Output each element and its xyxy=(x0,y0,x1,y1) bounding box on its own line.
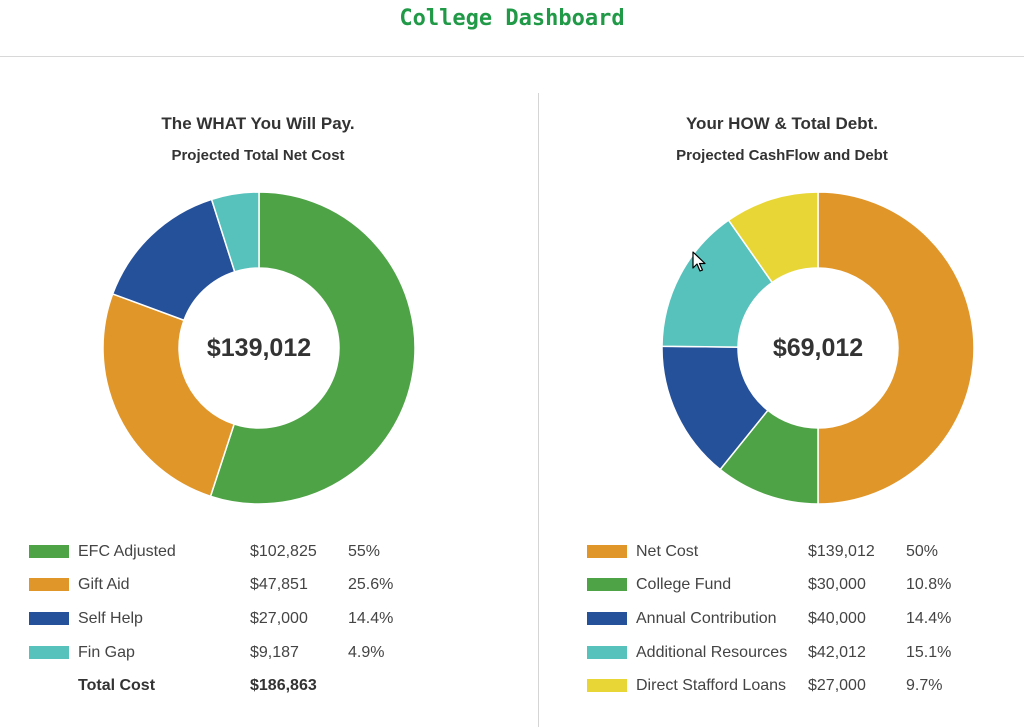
legend-amount: $102,825 xyxy=(250,543,317,560)
donut-slice-gift-aid[interactable] xyxy=(102,292,236,498)
legend-label: EFC Adjusted xyxy=(78,543,176,560)
legend-label: Annual Contribution xyxy=(636,610,777,627)
legend-label: Gift Aid xyxy=(78,576,130,593)
legend-percent: 4.9% xyxy=(348,644,385,661)
legend-swatch xyxy=(29,545,69,558)
legend-percent: 14.4% xyxy=(906,610,952,627)
legend-item-direct-stafford-loans[interactable]: Direct Stafford Loans $27,000 9.7% xyxy=(540,674,1024,698)
legend-percent: 9.7% xyxy=(906,677,943,694)
cashflow-panel: Your HOW & Total Debt. Projected CashFlo… xyxy=(540,0,1024,727)
legend-swatch xyxy=(29,612,69,625)
legend-item-additional-resources[interactable]: Additional Resources $42,012 15.1% xyxy=(540,641,1024,665)
donut-slice-efc-adjusted[interactable] xyxy=(209,191,416,505)
total-cost-amount: $186,863 xyxy=(250,677,317,694)
legend-label: Fin Gap xyxy=(78,644,135,661)
net-cost-subtitle: Projected Total Net Cost xyxy=(171,147,345,164)
net-cost-donut-chart[interactable]: $139,012 xyxy=(101,190,417,506)
legend-label: Self Help xyxy=(78,610,143,627)
legend-label: College Fund xyxy=(636,576,732,593)
cashflow-subtitle: Projected CashFlow and Debt xyxy=(676,147,888,164)
legend-swatch xyxy=(587,578,627,591)
legend-item-net-cost[interactable]: Net Cost $139,012 50% xyxy=(540,540,1024,564)
legend-percent: 10.8% xyxy=(906,576,952,593)
legend-item-annual-contribution[interactable]: Annual Contribution $40,000 14.4% xyxy=(540,607,1024,631)
legend-percent: 15.1% xyxy=(906,644,952,661)
page-header: College Dashboard xyxy=(0,0,1024,57)
legend-label: Additional Resources xyxy=(636,644,788,661)
legend-swatch xyxy=(587,545,627,558)
legend-percent: 25.6% xyxy=(348,576,394,593)
total-cost-row: Total Cost $186,863 xyxy=(0,674,516,698)
legend-swatch xyxy=(587,679,627,692)
donut-slice-net-cost[interactable] xyxy=(817,191,975,505)
cashflow-donut-chart[interactable]: $69,012 xyxy=(660,190,976,506)
legend-item-self-help[interactable]: Self Help $27,000 14.4% xyxy=(0,607,516,631)
legend-item-fin-gap[interactable]: Fin Gap $9,187 4.9% xyxy=(0,641,516,665)
legend-label: Net Cost xyxy=(636,543,699,560)
total-cost-label: Total Cost xyxy=(78,677,156,694)
cashflow-title: Your HOW & Total Debt. xyxy=(685,114,879,133)
legend-amount: $30,000 xyxy=(808,576,866,593)
legend-swatch xyxy=(29,578,69,591)
legend-percent: 55% xyxy=(348,543,381,560)
net-cost-title: The WHAT You Will Pay. xyxy=(161,114,355,133)
legend-amount: $42,012 xyxy=(808,644,866,661)
legend-amount: $27,000 xyxy=(250,610,308,627)
legend-item-college-fund[interactable]: College Fund $30,000 10.8% xyxy=(540,573,1024,597)
legend-swatch xyxy=(587,646,627,659)
legend-amount: $139,012 xyxy=(808,543,875,560)
legend-percent: 50% xyxy=(906,543,939,560)
legend-label: Direct Stafford Loans xyxy=(636,677,787,694)
donut-slice-fin-gap[interactable] xyxy=(210,191,260,273)
legend-percent: 14.4% xyxy=(348,610,394,627)
donut-slice-direct-stafford-loans[interactable] xyxy=(727,191,819,284)
legend-item-gift-aid[interactable]: Gift Aid $47,851 25.6% xyxy=(0,573,516,597)
legend-amount: $40,000 xyxy=(808,610,866,627)
page-title: College Dashboard xyxy=(399,6,625,31)
mouse-cursor-icon xyxy=(692,251,706,272)
net-cost-panel: The WHAT You Will Pay. Projected Total N… xyxy=(0,114,516,698)
legend-swatch xyxy=(587,612,627,625)
legend-amount: $47,851 xyxy=(250,576,308,593)
legend-amount: $27,000 xyxy=(808,677,866,694)
legend-swatch xyxy=(29,646,69,659)
cashflow-center-total: $69,012 xyxy=(773,334,863,362)
net-cost-center-total: $139,012 xyxy=(207,334,311,362)
legend-amount: $9,187 xyxy=(250,644,299,661)
legend-item-efc-adjusted[interactable]: EFC Adjusted $102,825 55% xyxy=(0,540,516,564)
panel-divider xyxy=(538,93,539,727)
